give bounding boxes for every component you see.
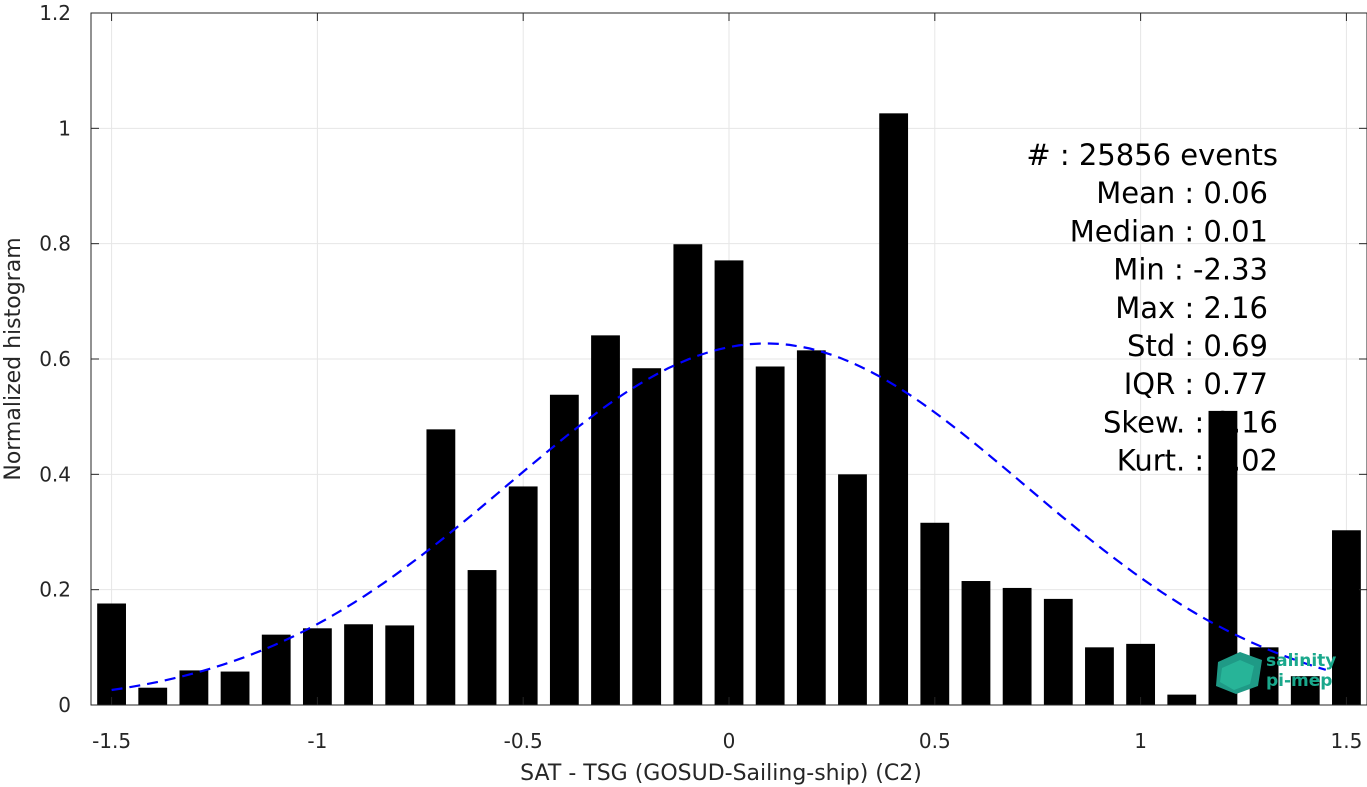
- histogram-bar: [961, 581, 991, 705]
- y-tick-label: 1: [58, 116, 71, 140]
- histogram-bar: [796, 350, 826, 705]
- histogram-bar: [879, 113, 909, 706]
- histogram-bar: [1043, 598, 1073, 705]
- histogram-bar: [1332, 530, 1361, 705]
- x-tick-label: -1.5: [92, 729, 131, 753]
- histogram-bar: [426, 429, 456, 705]
- x-tick-label: -1: [307, 729, 327, 753]
- salinity-pimep-logo: salinity pi-mep: [1216, 651, 1336, 694]
- stats-line: Min : -2.33: [1113, 253, 1268, 287]
- stats-box: # : 25856 events Mean : 0.06 Median : 0.01…: [1026, 138, 1278, 478]
- y-tick-label: 0.4: [39, 462, 71, 486]
- x-axis-label: SAT - TSG (GOSUD-Sailing-ship) (C2): [520, 761, 922, 786]
- histogram-bar: [714, 260, 744, 705]
- y-tick-label: 1.2: [39, 1, 71, 25]
- histogram-bar: [1085, 647, 1114, 705]
- stats-line: Max : 2.16: [1115, 291, 1268, 325]
- histogram-bar: [673, 244, 703, 705]
- histogram-bar: [138, 687, 168, 705]
- stats-line: Kurt. : 3.02: [1117, 444, 1278, 478]
- y-axis-label: Normalized histogram: [1, 237, 26, 480]
- x-tick-label: 1.5: [1331, 729, 1363, 753]
- histogram-bar: [1167, 694, 1197, 705]
- stats-line: IQR : 0.77: [1124, 367, 1268, 401]
- histogram-bar: [1126, 643, 1156, 705]
- stats-line: Std : 0.69: [1127, 329, 1268, 363]
- histogram-bar: [508, 486, 538, 705]
- histogram-bar: [344, 624, 373, 705]
- gaussian-fit-curve: [111, 342, 1327, 692]
- histogram-bar: [838, 474, 867, 705]
- stats-line: Mean : 0.06: [1096, 176, 1268, 210]
- histogram-bar: [467, 570, 497, 705]
- histogram-bar: [549, 394, 579, 705]
- logo-cube-facet-icon: [1220, 660, 1254, 690]
- y-tick-label: 0: [58, 693, 71, 717]
- y-tick-label: 0.8: [39, 232, 71, 256]
- bars: [97, 113, 1361, 706]
- stats-line: Median : 0.01: [1070, 214, 1268, 248]
- x-tick-label: 0.5: [919, 729, 951, 753]
- histogram-bar: [302, 628, 332, 705]
- histogram-bar: [1002, 587, 1032, 705]
- stats-line: # : 25856 events: [1026, 138, 1278, 172]
- y-tick-label: 0.6: [39, 347, 71, 371]
- histogram-bar: [1290, 676, 1320, 705]
- logo-text-line2: pi-mep: [1266, 671, 1332, 691]
- x-tick-label: -0.5: [504, 729, 543, 753]
- histogram-bar: [632, 368, 662, 705]
- stats-line: Skew. : 0.16: [1103, 405, 1278, 439]
- logo-text-line1: salinity: [1266, 651, 1336, 671]
- histogram-bar: [261, 634, 291, 705]
- x-axis-ticks: -1.5 -1 -0.5 0 0.5 1 1.5: [92, 13, 1362, 753]
- y-tick-label: 0.2: [39, 578, 71, 602]
- histogram-bar: [591, 335, 620, 705]
- histogram-bar: [220, 671, 250, 705]
- histogram-bar: [920, 522, 950, 705]
- x-tick-label: 1: [1134, 729, 1147, 753]
- x-tick-label: 0: [723, 729, 736, 753]
- y-axis-ticks: 0 0.2 0.4 0.6 0.8 1 1.2: [39, 1, 1367, 717]
- histogram-bar: [755, 366, 785, 705]
- histogram-bar: [385, 625, 415, 705]
